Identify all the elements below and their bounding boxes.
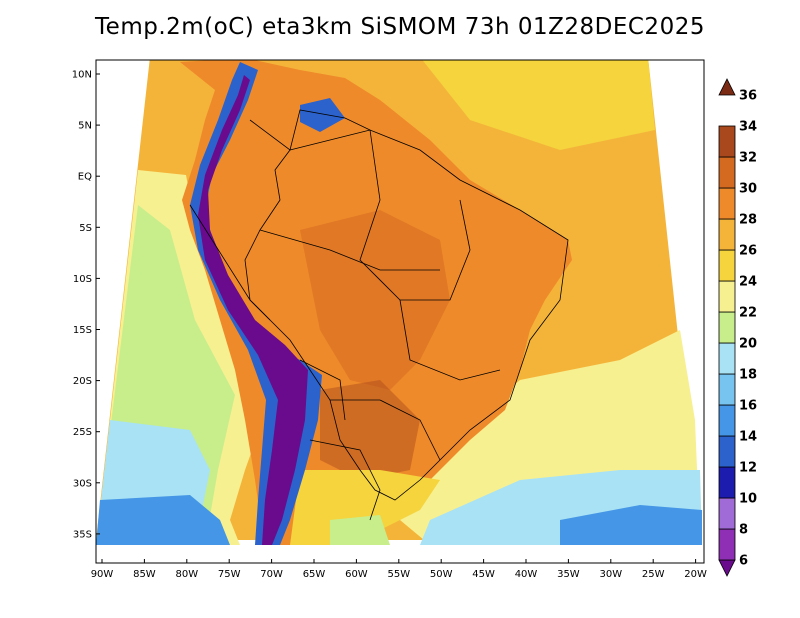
lon-tick-label: 20W [684, 569, 707, 580]
colorbar-level-label: 14 [739, 430, 757, 445]
colorbar-level-label: 18 [739, 368, 757, 383]
lat-tick-label: 5S [79, 223, 92, 234]
lon-tick-label: 75W [218, 569, 241, 580]
lat-tick-label: 15S [73, 325, 92, 336]
colorbar-level-label: 24 [739, 275, 757, 290]
lat-tick-label: 25S [73, 427, 92, 438]
lon-tick-label: 30W [599, 569, 622, 580]
venezuela-cold-patch [300, 98, 345, 132]
colorbar-segment [718, 435, 736, 468]
lat-tick-label: 10S [73, 274, 92, 285]
lon-tick-label: 90W [91, 569, 114, 580]
colorbar-segment [718, 125, 736, 158]
lon-tick-label: 45W [472, 569, 495, 580]
colorbar-level-label: 12 [739, 461, 757, 476]
ocean-blue-southeast [560, 505, 702, 545]
colorbar-level-label: 26 [739, 244, 757, 259]
lon-tick-label: 65W [303, 569, 326, 580]
andes-inner-core [198, 75, 308, 545]
political-borders [189, 109, 569, 521]
colorbar-segment [718, 311, 736, 344]
pampas-cool [330, 515, 390, 545]
colorbar-segment [718, 404, 736, 437]
colorbar-segment [718, 156, 736, 189]
lon-tick-label: 35W [557, 569, 580, 580]
colorbar-level-label: 6 [739, 554, 748, 569]
state-borders-4 [330, 399, 441, 461]
lat-tick-label: 20S [73, 376, 92, 387]
colorbar-level-label: 28 [739, 213, 757, 228]
colorbar-segment [718, 342, 736, 375]
lon-tick-label: 25W [642, 569, 665, 580]
lon-tick-label: 85W [133, 569, 156, 580]
southern-hot-region [320, 380, 420, 480]
lat-tick-label: 5N [78, 121, 92, 132]
brazil-border [244, 129, 569, 501]
colorbar-segment [718, 528, 736, 561]
colorbar-level-label: 30 [739, 182, 757, 197]
southern-cone-mild [290, 470, 440, 545]
map-frame [95, 59, 705, 564]
colorbar-min-arrow [718, 559, 736, 577]
colorbar: 6 8 10 12 14 16 18 20 22 24 26 28 30 32 34 36 [718, 78, 757, 577]
lon-tick-label: 50W [430, 569, 453, 580]
colorbar-level-label: 20 [739, 337, 757, 352]
lat-tick-label: 30S [73, 478, 92, 489]
colorbar-level-label: 10 [739, 492, 757, 507]
colorbar-level-label: 8 [739, 523, 748, 538]
lon-tick-label: 60W [345, 569, 368, 580]
longitude-axis: 90W 85W 80W 75W 70W 65W 60W 55W 50W 45W 40W 35W 30W 2… [91, 559, 707, 580]
colorbar-segment [718, 373, 736, 406]
colorbar-level-label: 32 [739, 151, 757, 166]
lon-tick-label: 80W [175, 569, 198, 580]
colorbar-segment [718, 218, 736, 251]
colorbar-max-arrow [718, 78, 736, 96]
interior-hot-region [300, 210, 450, 390]
argentina-border [309, 439, 381, 521]
temperature-field [96, 60, 702, 545]
colorbar-segment [718, 497, 736, 530]
colorbar-segment [718, 249, 736, 282]
lat-tick-label: 10N [72, 70, 92, 81]
ocean-warm-north [422, 60, 655, 150]
ocean-blue-southwest [96, 495, 230, 545]
lon-tick-label: 70W [260, 569, 283, 580]
state-borders-2 [259, 229, 440, 271]
bolivia-border [299, 359, 346, 421]
lat-tick-label: 35S [73, 529, 92, 540]
colorbar-level-label: 16 [739, 399, 757, 414]
peru-border [189, 204, 271, 321]
colorbar-segment [718, 466, 736, 499]
lon-tick-label: 55W [387, 569, 410, 580]
colorbar-segment [718, 280, 736, 313]
colombia-venezuela-border [249, 109, 371, 151]
state-borders-3 [399, 299, 501, 381]
colorbar-level-label: 34 [739, 120, 757, 135]
colorbar-level-label: 36 [739, 89, 757, 104]
lon-tick-label: 40W [515, 569, 538, 580]
latitude-axis: 10N 5N EQ 5S 10S 15S 20S 25S 30S 35S [72, 70, 100, 540]
map-title: Temp.2m(oC) eta3km SiSMOM 73h 01Z28DEC20… [95, 14, 705, 40]
colorbar-level-label: 22 [739, 306, 757, 321]
colorbar-segment [718, 187, 736, 220]
lat-tick-label: EQ [78, 172, 92, 183]
